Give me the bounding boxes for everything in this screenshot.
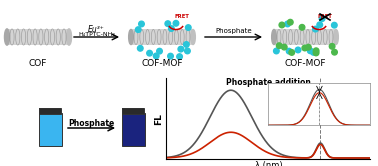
Ellipse shape — [334, 29, 338, 44]
Ellipse shape — [191, 29, 195, 44]
Circle shape — [287, 48, 292, 54]
Circle shape — [177, 54, 182, 59]
Bar — [7, 29, 69, 45]
Circle shape — [317, 22, 322, 28]
Ellipse shape — [272, 29, 276, 44]
Circle shape — [178, 46, 184, 52]
Circle shape — [332, 22, 337, 28]
Text: COF-MOF: COF-MOF — [284, 58, 326, 68]
Ellipse shape — [5, 29, 9, 45]
Bar — [39, 108, 61, 114]
Circle shape — [168, 53, 174, 59]
Circle shape — [282, 44, 287, 50]
Text: Phosphate: Phosphate — [215, 28, 252, 34]
Circle shape — [184, 42, 189, 47]
Circle shape — [289, 50, 294, 55]
X-axis label: λ (nm): λ (nm) — [254, 161, 282, 166]
Circle shape — [311, 49, 316, 55]
Bar — [274, 29, 336, 44]
Circle shape — [295, 47, 301, 53]
Circle shape — [313, 50, 319, 56]
Circle shape — [147, 50, 152, 56]
Y-axis label: FL: FL — [155, 113, 164, 125]
Text: FRET: FRET — [318, 14, 332, 19]
Circle shape — [138, 45, 143, 51]
Circle shape — [186, 25, 191, 30]
Text: Eu³⁺: Eu³⁺ — [88, 25, 105, 34]
Circle shape — [319, 16, 325, 21]
Circle shape — [139, 21, 144, 27]
Circle shape — [307, 48, 313, 54]
Bar — [131, 29, 193, 44]
Circle shape — [285, 21, 290, 27]
Circle shape — [332, 49, 337, 55]
Circle shape — [302, 45, 308, 51]
Text: COF-MOF: COF-MOF — [141, 58, 183, 68]
Bar — [39, 108, 61, 114]
Text: COF: COF — [29, 58, 47, 68]
Circle shape — [305, 44, 311, 50]
Bar — [122, 108, 144, 114]
Circle shape — [173, 20, 179, 26]
Circle shape — [288, 19, 293, 25]
Text: FRET: FRET — [175, 14, 189, 19]
Circle shape — [329, 43, 335, 49]
Circle shape — [184, 48, 190, 54]
FancyBboxPatch shape — [39, 113, 62, 146]
Circle shape — [274, 48, 279, 54]
Circle shape — [276, 43, 282, 48]
Circle shape — [279, 22, 285, 28]
Circle shape — [299, 25, 305, 30]
Text: Phosphate addition: Phosphate addition — [226, 78, 311, 87]
Circle shape — [135, 27, 141, 32]
Text: Phosphate: Phosphate — [68, 119, 115, 127]
Circle shape — [157, 48, 162, 54]
Circle shape — [313, 48, 319, 54]
Ellipse shape — [129, 29, 133, 44]
Ellipse shape — [67, 29, 71, 45]
Circle shape — [165, 21, 170, 26]
FancyBboxPatch shape — [121, 113, 144, 146]
Circle shape — [169, 26, 174, 31]
Text: H₄TPTC-NH₂: H₄TPTC-NH₂ — [78, 33, 115, 38]
Bar — [122, 108, 144, 114]
Circle shape — [153, 53, 159, 59]
Circle shape — [313, 26, 318, 32]
